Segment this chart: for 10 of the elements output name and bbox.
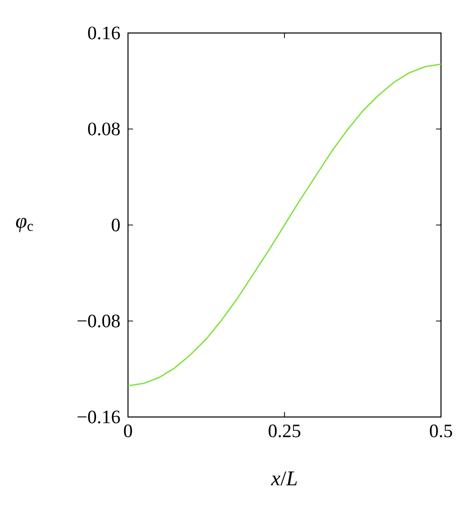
x-tick-label: 0.25 [268, 424, 300, 438]
x-tick-label: 0.5 [430, 424, 452, 438]
y-tick-label: −0.08 [78, 314, 120, 328]
y-axis-title: φ$_{c}$ [16, 218, 34, 232]
y-tick-label: −0.16 [78, 410, 120, 424]
y-tick-label: 0.16 [88, 26, 120, 40]
x-tick-label: 0 [124, 424, 132, 438]
y-tick-label: 0.08 [88, 122, 120, 136]
x-axis-title: x/L [270, 471, 297, 486]
y-tick-label: 0 [112, 218, 120, 232]
